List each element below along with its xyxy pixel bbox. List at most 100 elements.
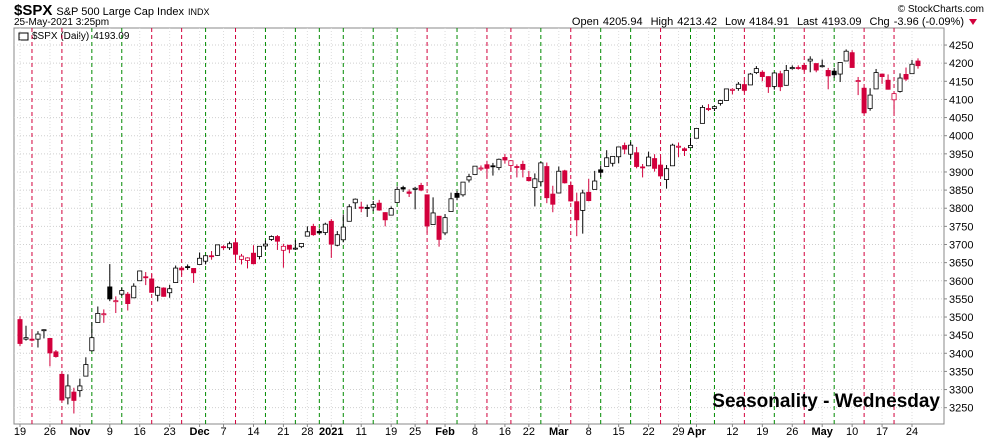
x-tick-label: 16 — [499, 426, 511, 438]
candle-body — [95, 312, 101, 323]
down-arrow — [969, 19, 977, 25]
last-label: Last — [797, 16, 818, 28]
candle-body — [532, 178, 538, 188]
quote-header: Open 4205.94 High 4213.42 Low 4184.91 Last 4193… — [572, 16, 964, 28]
candle-body — [598, 169, 604, 173]
y-tick-label: 3700 — [949, 239, 973, 251]
candle-body — [430, 212, 436, 225]
candle-body — [191, 268, 197, 274]
candle-body — [759, 71, 765, 77]
candle-body — [274, 236, 280, 242]
candle-body — [203, 255, 209, 262]
y-tick-label: 3300 — [949, 385, 973, 397]
candle-body — [376, 202, 382, 211]
candle-body — [77, 385, 83, 392]
candle-body — [406, 191, 412, 194]
symbol: $SPX — [14, 2, 52, 19]
candle-body — [101, 313, 107, 316]
candle-body — [795, 67, 801, 69]
open-label: Open — [572, 16, 599, 28]
candle-body — [215, 244, 221, 256]
annotation: Seasonality - Wednesday — [712, 391, 940, 412]
candle-body — [17, 319, 23, 344]
candle-body — [514, 166, 520, 168]
x-tick-label: 11 — [356, 426, 367, 438]
y-tick-label: 4050 — [949, 113, 973, 125]
candle-body — [173, 267, 179, 283]
candle-body — [53, 351, 59, 357]
candle-body — [388, 208, 394, 216]
chg-label: Chg — [870, 16, 890, 28]
candle-body — [777, 73, 783, 88]
x-tick-label: 8 — [472, 426, 478, 438]
x-tick-label: Dec — [190, 426, 210, 438]
candle-body — [244, 257, 250, 261]
candle-body — [568, 184, 574, 202]
candle-body — [873, 72, 879, 90]
candle-body — [418, 184, 424, 191]
candle-body — [717, 100, 723, 104]
y-tick-label: 4150 — [949, 76, 973, 88]
candle-body — [682, 148, 688, 151]
y-tick-label: 3750 — [949, 221, 973, 233]
candle-body — [262, 243, 268, 247]
candle-body — [634, 152, 640, 167]
index-name: S&P 500 Large Cap Index — [56, 6, 184, 18]
x-tick-label: 17 — [876, 426, 888, 438]
candle-body — [137, 270, 143, 282]
x-tick-label: 29 — [672, 426, 684, 438]
candle-body — [304, 231, 310, 237]
candle-body — [322, 223, 328, 233]
candle-body — [891, 93, 897, 101]
candle-body — [227, 243, 233, 249]
y-tick-label: 4200 — [949, 58, 973, 70]
candle-body — [412, 187, 418, 190]
y-tick-label: 4100 — [949, 94, 973, 106]
candle-body — [544, 166, 550, 199]
high-value: 4213.42 — [677, 16, 717, 28]
candle-body — [729, 88, 735, 91]
candle-body — [65, 385, 71, 399]
candle-body — [550, 193, 556, 205]
candle-body — [113, 300, 119, 303]
candle-body — [687, 145, 693, 149]
candle-body — [298, 243, 304, 248]
legend-icon — [18, 32, 29, 41]
y-tick-label: 3650 — [949, 258, 973, 270]
candle-body — [789, 67, 795, 70]
candle-body — [562, 170, 568, 184]
x-tick-label: 14 — [247, 426, 259, 438]
legend-value: 4193.09 — [93, 31, 130, 42]
candle-body — [125, 293, 131, 305]
candle-body — [256, 245, 262, 257]
candle-body — [340, 226, 346, 241]
candle-body — [221, 246, 227, 249]
candle-body — [197, 257, 203, 265]
candle-body — [316, 231, 322, 234]
x-tick-label: 7 — [220, 426, 226, 438]
candle-body — [47, 338, 53, 354]
candle-body — [735, 83, 741, 89]
candle-body — [334, 234, 340, 246]
x-tick-label: May — [811, 426, 833, 438]
candle-body — [765, 76, 771, 88]
candle-body — [520, 163, 526, 170]
candle-body — [807, 58, 813, 62]
candle-body — [867, 94, 873, 109]
x-tick-label: 21 — [277, 426, 289, 438]
candle-body — [616, 146, 622, 158]
candle-body — [454, 192, 460, 198]
y-tick-label: 4250 — [949, 40, 973, 52]
y-tick-label: 3850 — [949, 185, 973, 197]
y-tick-label: 3550 — [949, 294, 973, 306]
candle-body — [484, 164, 490, 169]
x-tick-label: 8 — [586, 426, 592, 438]
candle-body — [628, 144, 634, 155]
candle-body — [849, 52, 855, 68]
candle-body — [448, 198, 454, 212]
candle-body — [604, 157, 610, 167]
x-tick-label: 23 — [164, 426, 176, 438]
candle-body — [185, 266, 191, 269]
candle-body — [640, 166, 646, 169]
